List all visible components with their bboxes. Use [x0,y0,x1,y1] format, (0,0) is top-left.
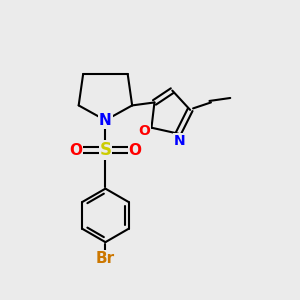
Text: S: S [99,141,111,159]
Text: Br: Br [96,251,115,266]
Text: O: O [129,142,142,158]
Text: N: N [174,134,185,148]
Text: O: O [69,142,82,158]
Text: O: O [138,124,150,138]
Text: N: N [99,113,112,128]
